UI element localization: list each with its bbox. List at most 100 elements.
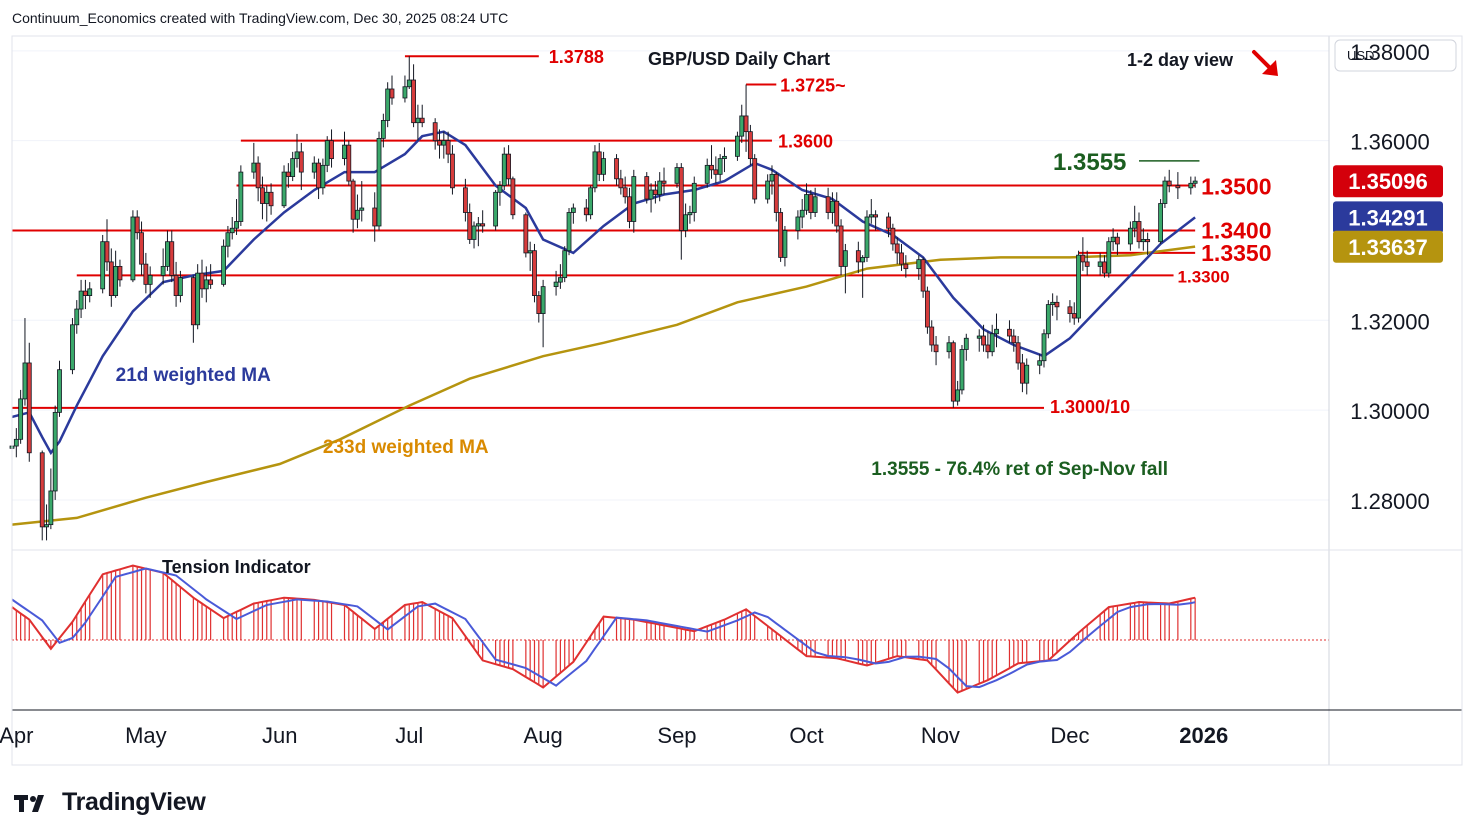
annotation-text: 21d weighted MA bbox=[116, 365, 271, 386]
candle bbox=[691, 176, 697, 222]
candle-body bbox=[415, 117, 421, 124]
candle bbox=[994, 313, 999, 348]
candle bbox=[976, 329, 982, 352]
candle-body bbox=[294, 151, 300, 160]
candle bbox=[1011, 329, 1017, 352]
candle bbox=[963, 333, 969, 361]
candle-body bbox=[298, 151, 304, 173]
candle-body bbox=[812, 196, 818, 213]
candle bbox=[722, 147, 727, 173]
candle-body bbox=[873, 214, 879, 218]
candle bbox=[601, 151, 606, 182]
candle-body bbox=[419, 117, 425, 124]
candle bbox=[441, 131, 447, 159]
candle-body bbox=[229, 227, 235, 234]
x-tick-label: Apr bbox=[0, 723, 33, 748]
candle bbox=[1054, 295, 1060, 321]
candle-body bbox=[83, 290, 88, 296]
candle bbox=[1166, 169, 1172, 193]
candle bbox=[52, 405, 58, 500]
candle-body bbox=[108, 261, 114, 296]
candle-body bbox=[717, 158, 723, 175]
candle bbox=[825, 187, 831, 220]
candle-body bbox=[1007, 328, 1012, 337]
candle bbox=[234, 199, 239, 235]
candle bbox=[83, 279, 88, 310]
candle-body bbox=[104, 241, 110, 263]
candle bbox=[471, 221, 477, 249]
candle bbox=[678, 163, 684, 260]
candle-body bbox=[769, 173, 775, 182]
candle bbox=[87, 282, 93, 303]
candle bbox=[795, 210, 801, 240]
candle-body bbox=[350, 180, 356, 220]
candle bbox=[355, 194, 360, 229]
candle-body bbox=[234, 221, 239, 229]
candle-body bbox=[1037, 360, 1043, 366]
candle bbox=[717, 154, 723, 182]
candle bbox=[385, 82, 391, 128]
candle-body bbox=[134, 216, 140, 234]
candle-body bbox=[225, 232, 231, 247]
candle-body bbox=[1084, 261, 1090, 267]
level-labels: 1.37881.3725~1.36001.35001.34001.33501.3… bbox=[549, 47, 1272, 417]
candle-body bbox=[652, 189, 658, 195]
candle bbox=[566, 208, 572, 256]
chart-title: GBP/USD Daily Chart bbox=[648, 49, 830, 69]
candle-body bbox=[1076, 254, 1081, 319]
candle bbox=[709, 145, 714, 179]
candle-body bbox=[1024, 364, 1030, 384]
candle-body bbox=[311, 162, 317, 173]
candle bbox=[1106, 237, 1112, 278]
candle bbox=[406, 56, 412, 89]
candle-body bbox=[165, 241, 170, 267]
candle bbox=[1110, 228, 1116, 251]
candle-body bbox=[462, 187, 468, 213]
candle-body bbox=[406, 79, 412, 88]
candle bbox=[959, 344, 965, 395]
candle-body bbox=[842, 250, 848, 267]
candle-body bbox=[834, 200, 840, 227]
candle-body bbox=[1140, 239, 1146, 243]
candle bbox=[203, 266, 209, 303]
candle-body bbox=[868, 214, 874, 218]
candle-body bbox=[648, 189, 654, 200]
candle bbox=[342, 131, 347, 166]
candle bbox=[1145, 232, 1151, 256]
candle-body bbox=[510, 178, 516, 216]
candle bbox=[380, 113, 386, 148]
attribution-text: Continuum_Economics created with Trading… bbox=[12, 10, 509, 26]
candle bbox=[622, 176, 628, 204]
candle-body bbox=[290, 158, 296, 177]
candle-body bbox=[480, 223, 486, 227]
candle bbox=[324, 136, 330, 173]
support-resistance-levels bbox=[12, 55, 1200, 409]
candle bbox=[743, 84, 749, 152]
candle bbox=[251, 142, 257, 179]
candle-body bbox=[782, 230, 788, 258]
candle bbox=[1071, 302, 1077, 325]
candle-body bbox=[1192, 180, 1198, 184]
candle-body bbox=[566, 212, 572, 252]
candle bbox=[108, 248, 114, 307]
candle bbox=[480, 210, 486, 233]
candle bbox=[462, 178, 468, 222]
candle-body bbox=[1067, 306, 1073, 314]
candle-body bbox=[709, 164, 714, 171]
candle bbox=[350, 178, 356, 233]
candle-body bbox=[886, 216, 891, 229]
candle-body bbox=[320, 164, 326, 189]
candle-body bbox=[536, 295, 542, 314]
candle-body bbox=[713, 169, 719, 175]
candle bbox=[208, 264, 214, 289]
candle bbox=[527, 241, 533, 271]
candle-body bbox=[678, 167, 684, 231]
candle bbox=[1162, 176, 1168, 209]
candle bbox=[583, 199, 589, 222]
candle-body bbox=[22, 362, 28, 400]
candle-body bbox=[838, 225, 844, 267]
candle bbox=[178, 270, 183, 303]
price-tag-box bbox=[1333, 230, 1443, 263]
candle-body bbox=[316, 162, 321, 189]
